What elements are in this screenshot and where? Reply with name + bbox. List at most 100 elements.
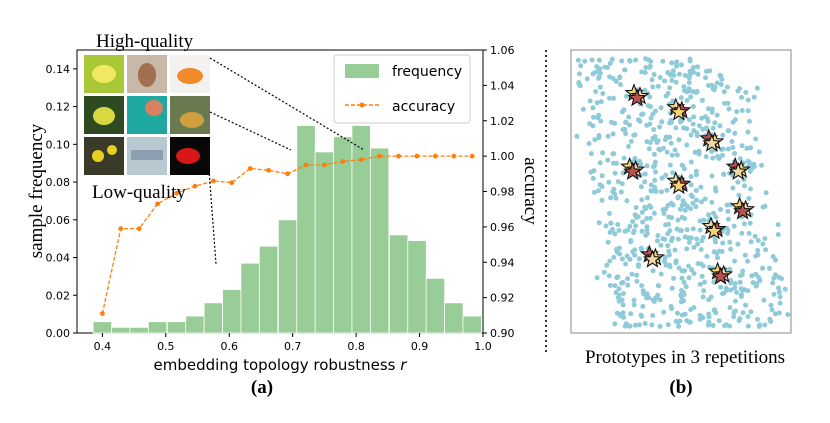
scatter-point <box>619 58 625 64</box>
scatter-point <box>638 161 644 167</box>
scatter-point <box>709 173 715 179</box>
scatter-point <box>627 256 633 262</box>
y2-tick-label: 1.04 <box>490 79 515 92</box>
scatter-point <box>695 241 701 247</box>
scatter-point <box>669 306 675 312</box>
scatter-point <box>632 322 638 328</box>
scatter-point <box>689 267 695 273</box>
scatter-point <box>740 310 746 316</box>
scatter-point <box>748 186 753 192</box>
scatter-point <box>763 247 769 253</box>
scatter-point <box>736 318 742 324</box>
scatter-point <box>734 109 740 115</box>
scatter-point <box>693 204 699 210</box>
scatter-point <box>688 94 694 100</box>
frequency-bar <box>277 219 298 334</box>
scatter-point <box>709 109 715 115</box>
scatter-point <box>717 123 723 129</box>
frequency-bar <box>333 136 353 334</box>
scatter-point <box>736 192 742 198</box>
scatter-point <box>630 219 636 224</box>
scatter-point <box>616 286 622 292</box>
scatter-point <box>674 152 680 158</box>
scatter-point <box>777 300 783 306</box>
scatter-point <box>629 271 635 277</box>
x-tick-label: 0.8 <box>347 340 365 353</box>
y-axis-ticks: 0.00 0.02 0.04 0.06 0.08 0.10 0.12 0.14 <box>46 63 77 340</box>
scatter-point <box>623 119 628 125</box>
frequency-bar <box>185 315 205 334</box>
scatter-point <box>757 278 763 283</box>
scatter-point <box>686 263 691 269</box>
scatter-point <box>625 282 631 288</box>
scatter-point <box>722 323 728 329</box>
scatter-point <box>693 168 699 174</box>
accuracy-point <box>322 162 327 168</box>
scatter-point <box>615 179 621 185</box>
scatter-point <box>699 97 705 103</box>
scatter-point <box>650 111 656 117</box>
scatter-point <box>621 155 627 161</box>
scatter-point <box>598 99 604 105</box>
scatter-point <box>596 57 602 63</box>
prototype-star <box>728 161 748 180</box>
scatter-point <box>681 125 687 131</box>
scatter-point <box>754 281 760 287</box>
scatter-point <box>745 158 751 164</box>
scatter-point <box>688 68 694 74</box>
scatter-point <box>718 284 724 290</box>
scatter-point <box>679 62 684 68</box>
scatter-point <box>587 121 593 127</box>
scatter-point <box>640 288 646 294</box>
scatter-point <box>768 302 774 308</box>
accuracy-point <box>174 190 180 196</box>
scatter-point <box>594 100 600 106</box>
prototype-star <box>702 133 722 152</box>
scatter-point <box>611 254 617 260</box>
scatter-point <box>725 216 731 222</box>
scatter-point <box>732 285 738 291</box>
scatter-point <box>657 124 663 130</box>
frequency-bar <box>222 289 242 334</box>
scatter-point <box>644 163 650 169</box>
scatter-point <box>684 246 690 252</box>
scatter-point <box>640 303 646 309</box>
y-tick-label: 0.12 <box>46 101 71 114</box>
scatter-point <box>741 221 747 227</box>
scatter-point <box>676 323 682 329</box>
scatter-point <box>658 271 664 277</box>
scatter-point <box>642 70 648 76</box>
scatter-point <box>616 292 622 298</box>
scatter-point <box>755 316 760 322</box>
scatter-point <box>625 227 631 233</box>
scatter-point <box>598 118 604 124</box>
scatter-point <box>739 108 745 113</box>
scatter-point <box>652 177 658 183</box>
x-tick-label: 0.5 <box>157 340 175 353</box>
scatter-point <box>743 302 749 308</box>
scatter-point <box>732 130 738 136</box>
scatter-point <box>715 255 720 261</box>
scatter-point <box>709 82 715 88</box>
scatter-point <box>678 95 684 101</box>
scatter-point <box>696 148 702 154</box>
frequency-bar <box>407 240 427 334</box>
scatter-point <box>755 252 761 258</box>
scatter-point <box>636 322 642 328</box>
scatter-point <box>638 245 644 251</box>
scatter-point <box>699 199 704 205</box>
scatter-point <box>679 294 685 300</box>
scatter-point <box>756 149 762 155</box>
x-tick-label: 0.7 <box>284 340 302 353</box>
y2-axis-ticks: 0.90 0.92 0.94 0.96 0.98 1.00 1.02 1.04 1.06 <box>483 44 515 340</box>
scatter-point <box>690 89 696 95</box>
scatter-point <box>608 220 614 226</box>
scatter-point <box>720 152 725 158</box>
scatter-point <box>607 60 613 66</box>
x-tick-label: 0.9 <box>411 340 429 353</box>
scatter-point <box>607 258 613 264</box>
scatter-point <box>675 319 681 325</box>
scatter-point <box>688 182 694 188</box>
frequency-bar <box>166 321 187 334</box>
scatter-point <box>609 56 615 62</box>
